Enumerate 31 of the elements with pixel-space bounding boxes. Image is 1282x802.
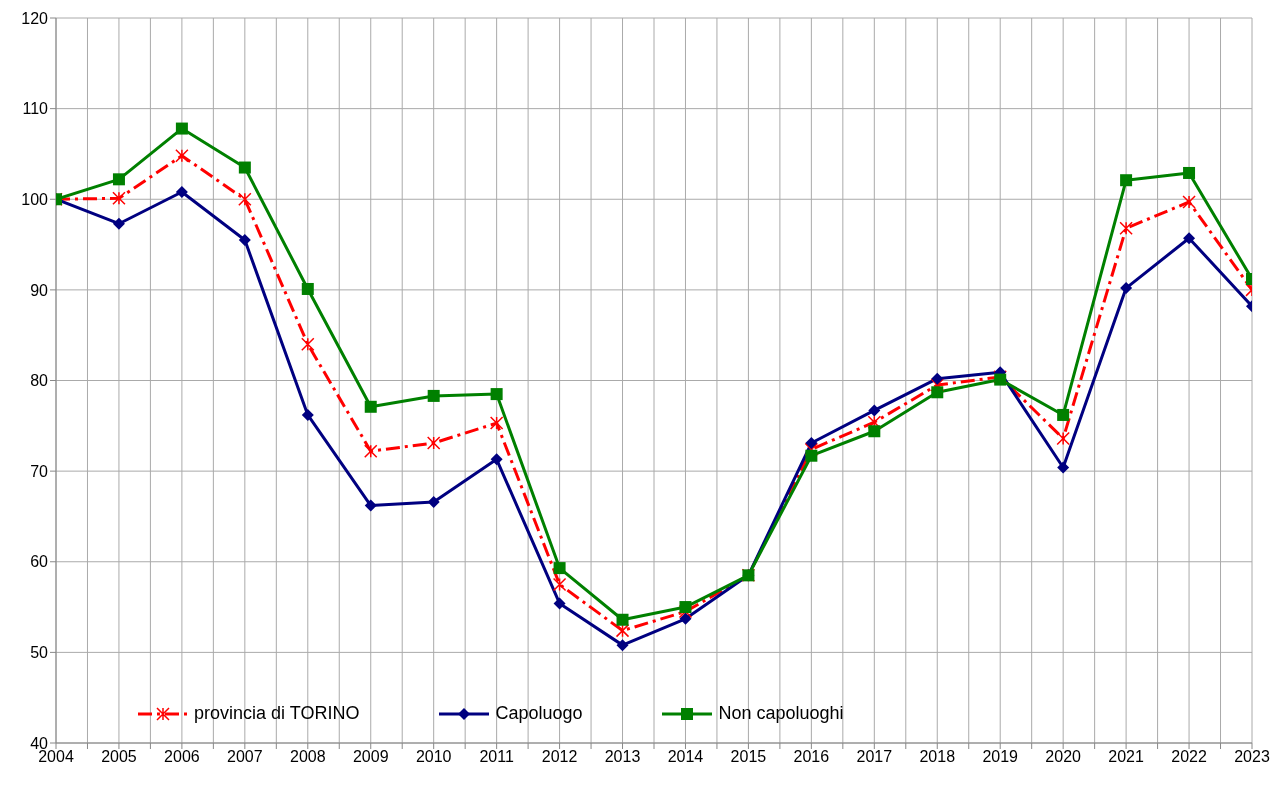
y-tick-label: 60 bbox=[30, 553, 49, 571]
x-tick-label: 2016 bbox=[793, 748, 830, 766]
legend-label: provincia di TORINO bbox=[194, 703, 360, 724]
x-tick-label: 2015 bbox=[730, 748, 767, 766]
x-tick-label: 2009 bbox=[352, 748, 389, 766]
x-tick-label: 2008 bbox=[289, 748, 326, 766]
x-tick-label: 2006 bbox=[164, 748, 200, 766]
y-tick-label: 120 bbox=[21, 9, 49, 27]
x-tick-label: 2017 bbox=[856, 748, 893, 766]
x-tick-label: 2019 bbox=[982, 748, 1019, 766]
x-tick-label: 2010 bbox=[415, 748, 452, 766]
x-tick-label: 2014 bbox=[667, 748, 704, 766]
x-tick-label: 2005 bbox=[101, 748, 137, 766]
y-tick-label: 110 bbox=[22, 100, 49, 118]
y-tick-label: 50 bbox=[30, 644, 49, 662]
x-tick-label: 2004 bbox=[38, 748, 74, 766]
legend-label: Capoluogo bbox=[495, 703, 583, 724]
y-tick-label: 90 bbox=[30, 281, 49, 299]
y-tick-label: 80 bbox=[30, 372, 49, 390]
legend-label: Non capoluoghi bbox=[718, 703, 844, 724]
x-tick-label: 2023 bbox=[1234, 748, 1270, 766]
x-tick-label: 2013 bbox=[604, 748, 641, 766]
x-tick-label: 2007 bbox=[227, 748, 263, 766]
x-tick-label: 2022 bbox=[1171, 748, 1207, 766]
x-tick-label: 2021 bbox=[1108, 748, 1144, 766]
x-tick-label: 2012 bbox=[541, 748, 578, 766]
x-tick-label: 2011 bbox=[479, 748, 514, 766]
x-tick-label: 2018 bbox=[919, 748, 956, 766]
y-tick-label: 100 bbox=[21, 190, 49, 208]
y-tick-label: 70 bbox=[30, 462, 49, 480]
x-tick-label: 2020 bbox=[1045, 748, 1082, 766]
